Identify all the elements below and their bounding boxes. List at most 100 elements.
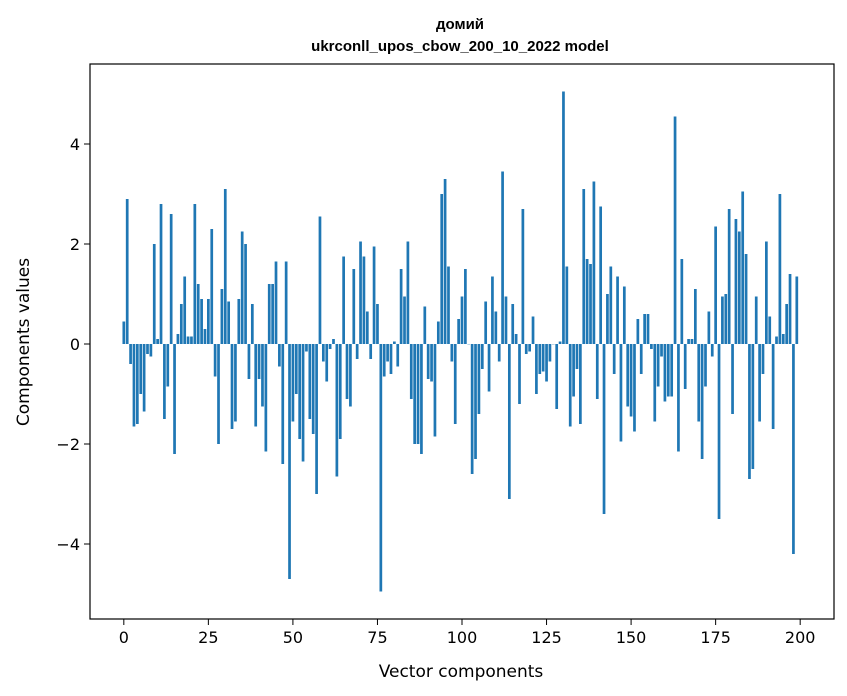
bar-component-1 [125,199,129,344]
bar-component-190 [765,241,768,344]
bar-component-145 [612,344,616,374]
bar-component-70 [359,241,362,344]
bar-component-192 [771,344,775,429]
bar-component-48 [284,261,288,344]
x-axis-label: Vector components [379,662,544,682]
bar-component-111 [497,344,501,362]
bar-component-3 [132,344,136,427]
bar-component-162 [670,344,674,397]
bar-component-115 [511,304,515,344]
bar-component-19 [186,336,190,344]
bar-component-150 [629,344,633,417]
bar-component-159 [660,344,663,357]
bar-component-71 [362,256,366,344]
bar-component-87 [416,344,420,444]
bar-component-140 [595,344,599,399]
bar-component-173 [707,311,711,344]
bar-component-85 [409,344,413,399]
bar-component-147 [619,344,623,442]
y-tick-label: 2 [70,235,80,254]
x-tick-label: 200 [785,628,816,647]
y-tick-label: 0 [70,335,80,354]
bar-component-65 [342,256,345,344]
bar-component-138 [589,264,592,344]
chart-title: домий [436,16,484,33]
bar-component-0 [122,321,126,344]
bar-component-149 [626,344,630,407]
bar-component-41 [261,344,264,407]
bar-component-62 [332,339,335,344]
bar-component-164 [677,344,680,452]
y-tick-label: −2 [56,435,80,454]
bar-component-66 [345,344,349,399]
bar-component-34 [237,299,241,344]
bar-component-130 [562,91,565,344]
bar-component-77 [382,344,386,377]
bar-component-195 [781,334,785,344]
bar-component-156 [650,344,653,349]
bar-component-105 [477,344,481,414]
bar-component-43 [267,284,271,344]
bar-component-32 [230,344,234,429]
bar-component-57 [315,344,318,494]
x-axis-ticks: 0 25 50 75 100 125 150 175 200 [119,619,816,647]
bar-component-163 [673,116,677,344]
bar-component-40 [257,344,261,379]
bar-component-29 [220,289,224,344]
bar-component-95 [443,179,447,344]
bar-component-153 [639,344,643,374]
bar-component-179 [727,209,731,344]
bar-component-23 [200,299,203,344]
bar-component-176 [717,344,721,519]
bar-component-151 [633,344,636,432]
bar-component-99 [457,319,460,344]
bars-group [122,91,799,592]
bar-component-122 [535,344,538,394]
bar-component-128 [555,344,559,409]
bar-component-180 [731,344,734,414]
bar-component-7 [146,344,149,354]
bar-component-13 [166,344,170,387]
bar-component-11 [159,204,163,344]
bar-component-72 [365,311,369,344]
bar-component-196 [785,304,789,344]
bar-component-28 [217,344,220,444]
bar-component-106 [480,344,484,369]
bar-component-64 [338,344,342,439]
bar-component-116 [514,334,518,344]
bar-component-139 [592,181,596,344]
bar-component-55 [308,344,312,419]
bar-component-2 [129,344,132,364]
bar-component-175 [714,226,717,344]
bar-component-158 [656,344,660,387]
bar-component-51 [294,344,298,394]
bar-component-86 [413,344,417,444]
bar-component-8 [149,344,153,357]
x-tick-label: 0 [119,628,129,647]
bar-component-45 [274,261,278,344]
plot-area-frame [89,63,835,620]
bar-component-142 [602,344,606,514]
bar-component-110 [494,311,498,344]
bar-component-154 [643,314,646,344]
bar-component-88 [420,344,423,454]
bar-component-30 [223,189,227,344]
bar-component-14 [169,214,173,344]
bar-component-194 [778,194,782,344]
bar-component-39 [254,344,258,427]
bar-component-191 [768,316,772,344]
bar-component-54 [305,344,308,352]
bar-component-193 [775,336,778,344]
bar-component-183 [741,191,745,344]
bar-component-15 [173,344,176,454]
x-tick-label: 175 [700,628,731,647]
bar-component-108 [487,344,491,392]
bar-component-18 [183,276,187,344]
bar-component-26 [210,229,214,344]
bar-component-47 [281,344,285,464]
bar-component-114 [507,344,511,499]
bar-component-44 [271,284,274,344]
bar-component-188 [758,344,761,422]
bar-component-186 [751,344,755,469]
